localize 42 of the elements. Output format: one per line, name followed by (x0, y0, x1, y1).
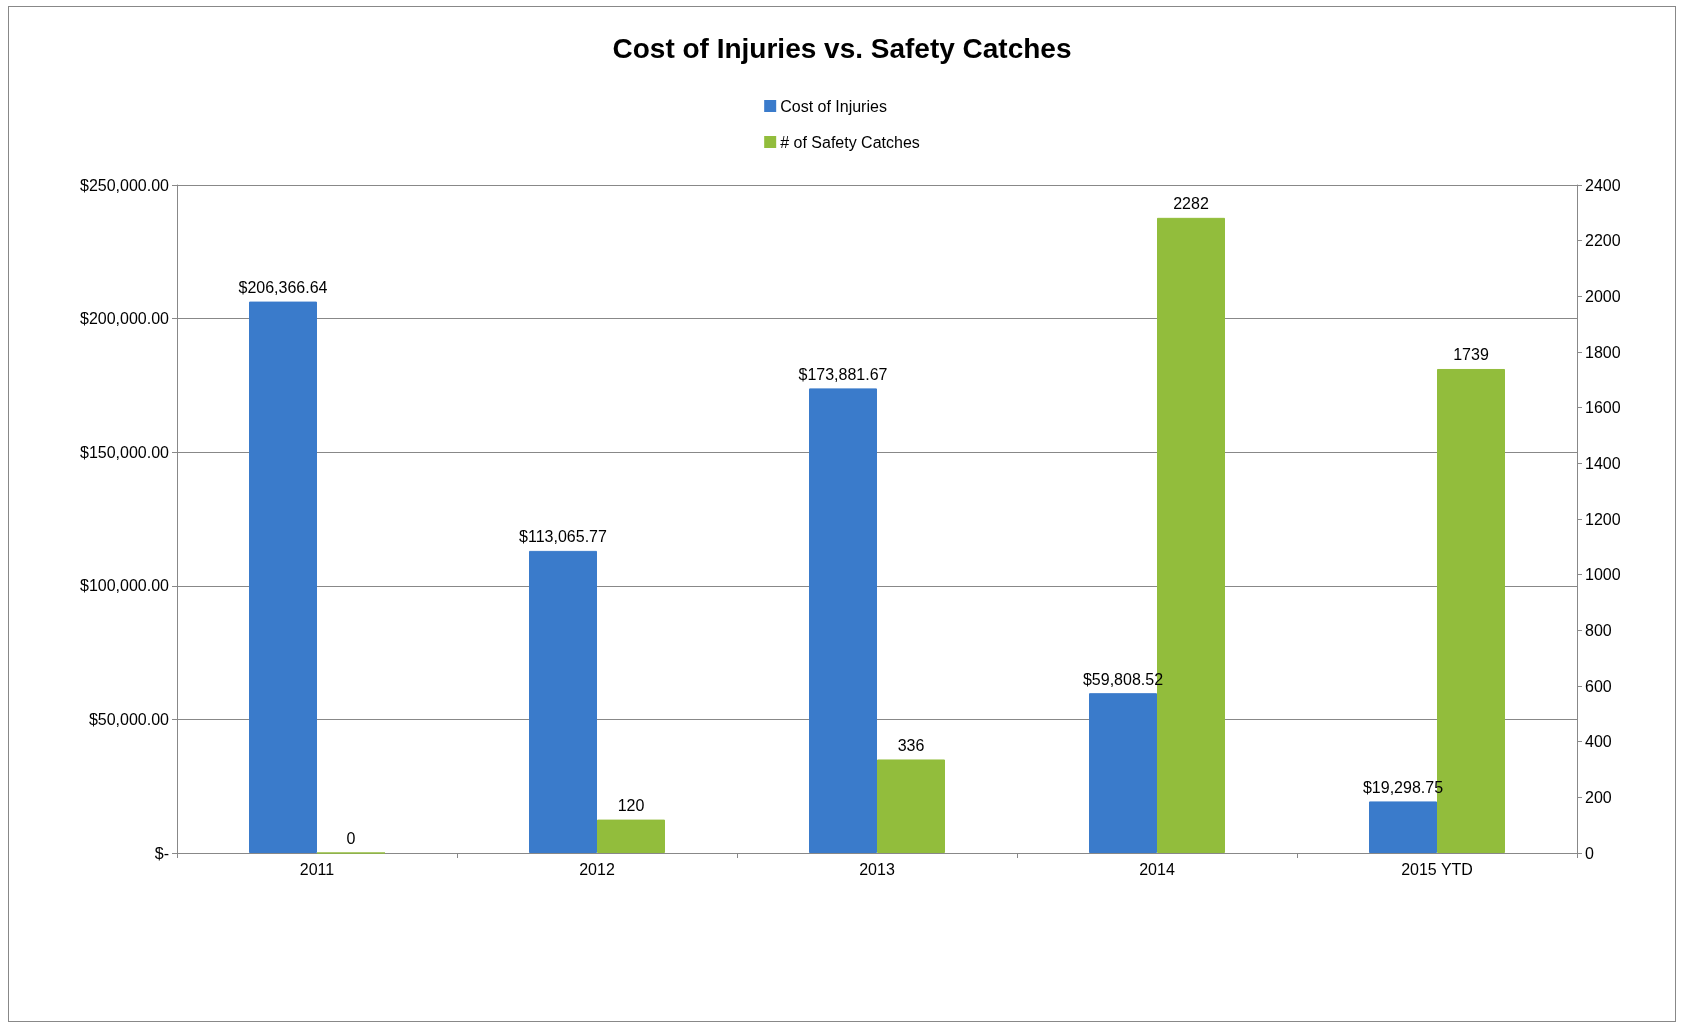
y2-tick-label: 400 (1585, 733, 1612, 751)
y2-tick-label: 1400 (1585, 454, 1621, 472)
y-tick-label: $- (154, 844, 169, 862)
y2-tick-label: 800 (1585, 621, 1612, 639)
y2-tick-label: 2000 (1585, 287, 1621, 305)
y2-tick-label: 1600 (1585, 399, 1621, 417)
data-label: $173,881.67 (798, 365, 888, 383)
y2-tick-label: 1200 (1585, 510, 1621, 528)
y-tick-label: $50,000.00 (88, 710, 170, 728)
x-tick-label: 2011 (299, 860, 335, 878)
chart-title: Cost of Injuries vs. Safety Catches (612, 32, 1072, 64)
data-label: 2282 (1173, 195, 1209, 213)
y2-tick-label: 2400 (1585, 176, 1621, 194)
y-tick-label: $100,000.00 (80, 577, 170, 595)
y-tick-label: $150,000.00 (80, 443, 170, 461)
data-label: 336 (897, 736, 925, 754)
data-label: $206,366.64 (238, 279, 328, 297)
y-tick-label: $250,000.00 (80, 176, 170, 194)
data-label: 1739 (1453, 346, 1489, 364)
bar (809, 388, 877, 853)
bar (529, 550, 597, 853)
x-tick-label: 2012 (579, 860, 615, 878)
legend-label: # of Safety Catches (780, 133, 920, 151)
y2-tick-label: 200 (1585, 788, 1612, 806)
x-tick-label: 2013 (859, 860, 895, 878)
y2-tick-label: 0 (1585, 844, 1594, 862)
y2-tick-label: 1800 (1585, 343, 1621, 361)
data-label: 0 (346, 830, 356, 847)
data-label: $113,065.77 (519, 528, 607, 546)
y2-tick-label: 2200 (1585, 232, 1621, 250)
bar (877, 759, 945, 853)
bar (597, 819, 665, 853)
bar (249, 301, 317, 853)
x-tick-label: 2015 YTD (1401, 860, 1473, 878)
y2-tick-label: 600 (1585, 677, 1612, 695)
y2-tick-label: 1000 (1585, 566, 1621, 584)
bar (1089, 693, 1157, 853)
data-label: 120 (617, 797, 645, 815)
bar (1369, 801, 1437, 853)
x-tick-label: 2014 (1139, 860, 1175, 878)
legend-label: Cost of Injuries (780, 97, 887, 115)
y-tick-label: $200,000.00 (80, 310, 170, 328)
